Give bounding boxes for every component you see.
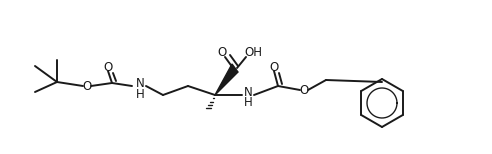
Text: N: N	[244, 85, 252, 99]
Text: O: O	[299, 83, 308, 97]
Text: N: N	[136, 77, 144, 89]
Text: H: H	[244, 97, 252, 109]
Text: O: O	[82, 79, 92, 93]
Text: H: H	[136, 87, 144, 101]
Polygon shape	[215, 64, 238, 95]
Text: O: O	[103, 61, 113, 73]
Text: O: O	[217, 45, 227, 59]
Text: O: O	[270, 61, 278, 73]
Text: OH: OH	[244, 45, 262, 59]
